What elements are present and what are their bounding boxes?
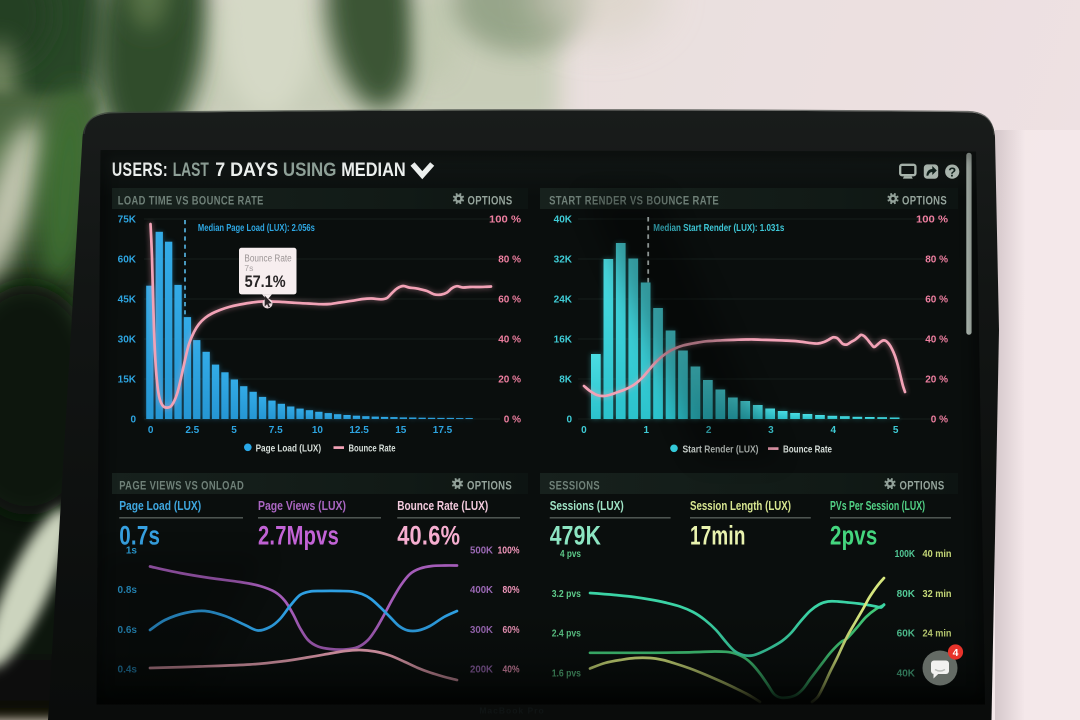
svg-text:0 %: 0 % xyxy=(504,415,521,426)
svg-text:40 min: 40 min xyxy=(923,549,952,560)
svg-text:2pvs: 2pvs xyxy=(830,521,878,551)
svg-text:1: 1 xyxy=(643,425,649,436)
svg-text:45K: 45K xyxy=(118,295,137,306)
svg-text:80K: 80K xyxy=(897,589,916,600)
svg-text:PAGE VIEWS VS ONLOAD: PAGE VIEWS VS ONLOAD xyxy=(119,478,244,492)
svg-text:0: 0 xyxy=(566,415,572,426)
svg-text:32 min: 32 min xyxy=(923,589,952,600)
svg-text:Page Views (LUX): Page Views (LUX) xyxy=(258,499,346,513)
svg-text:LOAD TIME VS BOUNCE RATE: LOAD TIME VS BOUNCE RATE xyxy=(118,193,264,207)
svg-text:17min: 17min xyxy=(690,521,746,551)
svg-text:40.6%: 40.6% xyxy=(397,521,460,551)
svg-text:OPTIONS: OPTIONS xyxy=(902,193,947,207)
svg-text:7 DAYS: 7 DAYS xyxy=(215,160,278,181)
svg-text:17.5: 17.5 xyxy=(433,425,453,436)
svg-text:OPTIONS: OPTIONS xyxy=(468,193,513,207)
svg-text:57.1%: 57.1% xyxy=(245,273,286,291)
svg-text:500K: 500K xyxy=(470,546,494,557)
svg-text:MEDIAN: MEDIAN xyxy=(341,160,406,181)
svg-text:Page Load (LUX): Page Load (LUX) xyxy=(119,499,201,513)
svg-text:100K: 100K xyxy=(895,549,916,560)
svg-text:2.7Mpvs: 2.7Mpvs xyxy=(258,521,339,551)
svg-text:4: 4 xyxy=(831,425,837,436)
svg-text:7.5: 7.5 xyxy=(269,425,283,436)
svg-text:OPTIONS: OPTIONS xyxy=(900,478,945,492)
svg-text:80 %: 80 % xyxy=(925,255,948,266)
svg-text:40 %: 40 % xyxy=(498,335,521,346)
svg-text:3: 3 xyxy=(768,425,774,436)
svg-text:4 pvs: 4 pvs xyxy=(560,549,581,560)
svg-text:400K: 400K xyxy=(470,585,494,596)
svg-text:0.7s: 0.7s xyxy=(119,521,160,551)
svg-text:PVs Per Session (LUX): PVs Per Session (LUX) xyxy=(830,499,925,513)
svg-text:USING: USING xyxy=(283,160,337,181)
svg-text:20 %: 20 % xyxy=(925,375,948,386)
svg-text:24K: 24K xyxy=(554,295,573,306)
svg-text:5: 5 xyxy=(231,425,237,436)
svg-text:2.5: 2.5 xyxy=(185,425,199,436)
svg-text:Bounce Rate: Bounce Rate xyxy=(783,443,832,455)
svg-text:3.2 pvs: 3.2 pvs xyxy=(552,589,582,600)
svg-text:40K: 40K xyxy=(554,215,573,226)
svg-text:OPTIONS: OPTIONS xyxy=(467,478,512,492)
svg-text:15: 15 xyxy=(395,425,407,436)
svg-text:0: 0 xyxy=(148,425,154,436)
svg-text:15K: 15K xyxy=(118,375,137,386)
svg-text:Bounce Rate: Bounce Rate xyxy=(244,253,292,264)
svg-text:MacBook Pro: MacBook Pro xyxy=(479,706,544,716)
svg-text:USERS:: USERS: xyxy=(112,160,168,181)
svg-text:Page Load (LUX): Page Load (LUX) xyxy=(256,442,322,454)
svg-text:1s: 1s xyxy=(126,546,138,557)
svg-text:32K: 32K xyxy=(554,255,573,266)
svg-text:8K: 8K xyxy=(559,375,573,386)
svg-text:16K: 16K xyxy=(554,335,573,346)
svg-text:Bounce Rate (LUX): Bounce Rate (LUX) xyxy=(397,499,488,513)
svg-text:100 %: 100 % xyxy=(489,215,521,226)
svg-text:60 %: 60 % xyxy=(925,295,948,306)
svg-text:Bounce Rate: Bounce Rate xyxy=(349,442,396,454)
svg-text:75K: 75K xyxy=(118,215,137,226)
svg-text:Sessions (LUX): Sessions (LUX) xyxy=(550,499,624,513)
svg-text:30K: 30K xyxy=(118,335,137,346)
svg-text:100%: 100% xyxy=(498,546,520,557)
svg-text:60K: 60K xyxy=(118,255,137,266)
svg-text:0 %: 0 % xyxy=(931,415,948,426)
svg-text:479K: 479K xyxy=(550,521,602,551)
svg-text:4: 4 xyxy=(953,647,959,659)
svg-text:80%: 80% xyxy=(503,585,520,596)
svg-text:LAST: LAST xyxy=(173,160,209,181)
svg-text:100 %: 100 % xyxy=(916,215,948,226)
svg-text:40 %: 40 % xyxy=(925,335,948,346)
svg-text:?: ? xyxy=(948,165,956,180)
svg-text:SESSIONS: SESSIONS xyxy=(549,478,600,492)
svg-text:0: 0 xyxy=(130,415,136,426)
svg-text:20 %: 20 % xyxy=(498,375,521,386)
svg-text:12.5: 12.5 xyxy=(349,425,369,436)
svg-text:60 %: 60 % xyxy=(498,295,521,306)
svg-text:10: 10 xyxy=(312,425,324,436)
svg-text:7s: 7s xyxy=(244,263,253,273)
svg-text:0: 0 xyxy=(581,425,587,436)
svg-text:Session Length (LUX): Session Length (LUX) xyxy=(690,499,791,513)
svg-text:Median Page Load (LUX): 2.056s: Median Page Load (LUX): 2.056s xyxy=(198,222,315,234)
svg-text:5: 5 xyxy=(893,425,899,436)
svg-text:80 %: 80 % xyxy=(498,255,521,266)
svg-text:Median Start Render (LUX): 1.0: Median Start Render (LUX): 1.031s xyxy=(653,222,784,234)
